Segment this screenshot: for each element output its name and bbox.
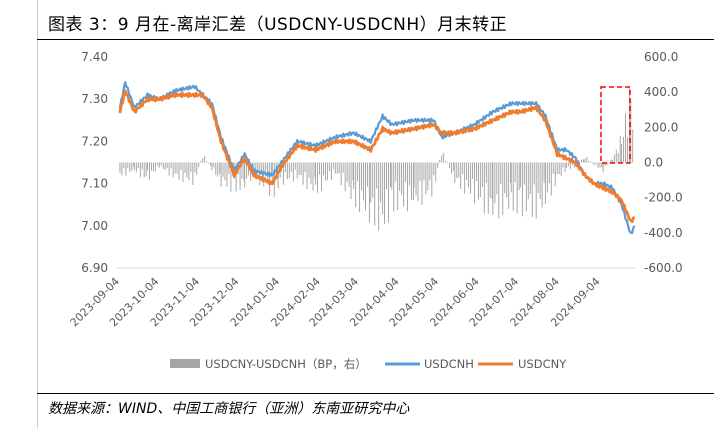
legend-spread-swatch bbox=[170, 359, 200, 368]
frame-left-rule bbox=[37, 0, 38, 428]
left-tick-label: 7.20 bbox=[81, 134, 108, 148]
chart-title: 图表 3：9 月在-离岸汇差（USDCNY-USDCNH）月末转正 bbox=[48, 15, 508, 35]
left-tick-label: 7.00 bbox=[81, 219, 108, 233]
usdcny-line bbox=[118, 89, 636, 224]
highlight-box bbox=[600, 86, 631, 164]
title-rule bbox=[37, 39, 714, 40]
spread-bars bbox=[119, 87, 634, 231]
right-tick-label: -200.0 bbox=[644, 191, 683, 205]
left-tick-label: 6.90 bbox=[81, 261, 108, 275]
left-tick-label: 7.30 bbox=[81, 92, 108, 106]
right-tick-label: 200.0 bbox=[644, 120, 678, 134]
right-tick-label: 600.0 bbox=[644, 50, 678, 64]
series-lines bbox=[118, 81, 636, 235]
legend-usdcnh-label: USDCNH bbox=[424, 357, 474, 371]
left-tick-label: 7.10 bbox=[81, 177, 108, 191]
right-tick-label: -600.0 bbox=[644, 261, 683, 275]
chart-source: 数据来源：WIND、中国工商银行（亚洲）东南亚研究中心 bbox=[48, 401, 410, 417]
source-rule bbox=[37, 393, 714, 394]
right-tick-label: 400.0 bbox=[644, 85, 678, 99]
right-tick-label: -400.0 bbox=[644, 226, 683, 240]
right-tick-label: 0.0 bbox=[644, 156, 663, 170]
usdcnh-line bbox=[118, 81, 636, 235]
legend-spread-label: USDCNY-USDCNH（BP，右） bbox=[205, 357, 367, 371]
left-tick-label: 7.40 bbox=[81, 50, 108, 64]
legend-usdcny-label: USDCNY bbox=[518, 357, 567, 371]
chart-legend: USDCNY-USDCNH（BP，右） USDCNH USDCNY bbox=[170, 357, 567, 371]
